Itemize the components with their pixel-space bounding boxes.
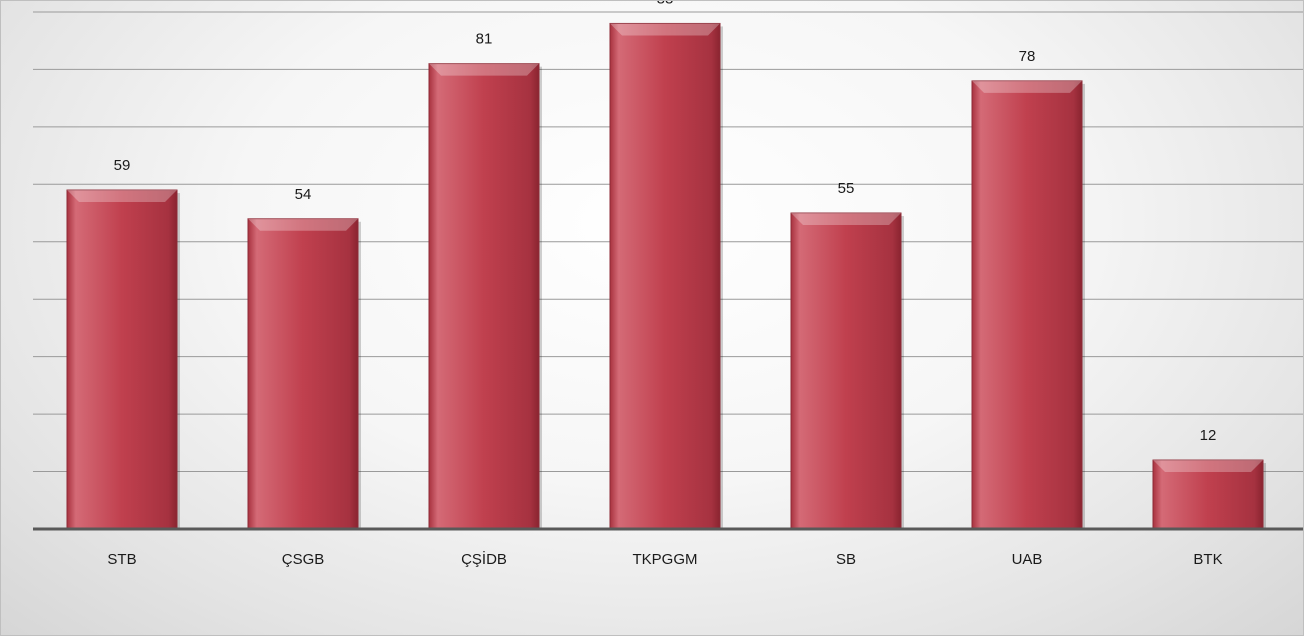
x-tick-label: TKPGGM: [632, 551, 697, 568]
bar-uab: [971, 80, 1085, 530]
bar-bevel: [791, 213, 901, 226]
x-tick-label: ÇŞİDB: [461, 550, 507, 568]
bar: [971, 80, 1083, 530]
bar: [1152, 459, 1264, 530]
x-tick-label: UAB: [1012, 551, 1043, 568]
bar-bevel: [248, 218, 358, 231]
bar: [790, 212, 902, 530]
data-label: 81: [476, 31, 493, 48]
bar-btk: [1152, 459, 1266, 530]
data-label: 88: [657, 1, 674, 7]
data-label: 55: [838, 180, 855, 197]
data-label: 12: [1200, 427, 1217, 444]
x-tick-label: BTK: [1193, 551, 1222, 568]
data-label: 78: [1019, 48, 1036, 65]
x-tick-label: SB: [836, 551, 856, 568]
bar-bevel: [1153, 460, 1263, 473]
bar-sb: [790, 212, 904, 530]
bar-tkpggm: [609, 22, 723, 530]
bar: [247, 218, 359, 530]
bar-stb: [66, 189, 180, 530]
bar: [66, 189, 178, 530]
bar: [428, 63, 540, 530]
bar-bevel: [610, 23, 720, 36]
bar-bevel: [429, 63, 539, 76]
x-tick-label: STB: [107, 551, 136, 568]
x-tick-label: ÇSGB: [282, 551, 325, 568]
labels: 59 STB 54 ÇSGB 81 ÇŞİDB 88 TKPGGM 55 SB 78 UAB 12 BTK: [107, 1, 1222, 568]
bar-çsgb: [247, 218, 361, 530]
bar-bevel: [67, 190, 177, 203]
bar-bevel: [972, 80, 1082, 93]
bars: [66, 22, 1266, 530]
bar-çşi̇db: [428, 63, 542, 530]
bar: [609, 22, 721, 530]
data-label: 59: [114, 157, 131, 174]
data-label: 54: [295, 186, 312, 203]
